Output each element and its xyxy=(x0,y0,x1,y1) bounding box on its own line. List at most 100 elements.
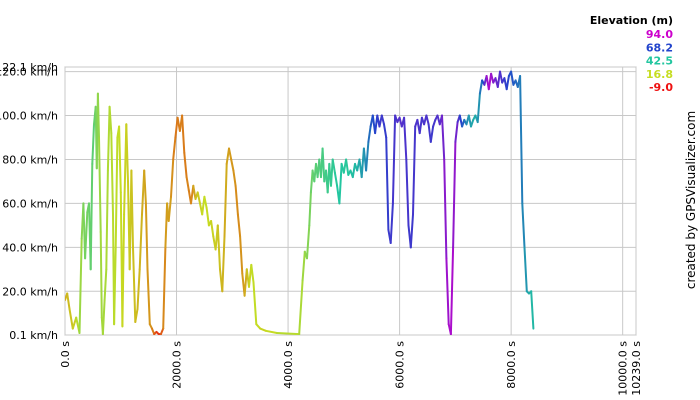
speed-segment xyxy=(389,202,394,244)
speed-segment xyxy=(105,169,109,271)
speed-segment xyxy=(134,307,139,323)
x-tick-label: 2000.0 s xyxy=(171,341,184,389)
speed-segment xyxy=(412,125,417,216)
y-tick-label: 0.1 km/h xyxy=(9,329,58,342)
legend-stop-label: 16.8 xyxy=(646,68,673,81)
y-axis: 0.1 km/h 20.0 km/h 40.0 km/h 60.0 km/h 80.0 … xyxy=(0,61,58,342)
grid-lines xyxy=(64,66,637,336)
speed-segment xyxy=(216,224,221,271)
speed-segment xyxy=(89,162,94,271)
speed-segment xyxy=(499,70,504,84)
speed-segment xyxy=(321,147,326,183)
speed-segment xyxy=(91,123,95,165)
speed-segment xyxy=(132,246,137,323)
speed-segment xyxy=(443,158,448,260)
speed-segment xyxy=(365,140,370,172)
speed-segment xyxy=(121,213,126,328)
x-axis: 0.0 s 2000.0 s 4000.0 s 6000.0 s 8000.0 s 100… xyxy=(59,341,643,396)
speed-segment xyxy=(383,123,388,139)
speed-segment xyxy=(385,136,390,231)
speed-segment xyxy=(333,171,339,187)
speed-segment xyxy=(405,158,410,227)
speed-segment xyxy=(196,191,201,205)
speed-segment xyxy=(380,114,385,126)
speed-segment xyxy=(445,257,450,326)
legend-stop-label: 42.5 xyxy=(646,55,673,68)
speed-segment xyxy=(103,268,108,302)
speed-segment xyxy=(252,281,258,326)
speed-segment xyxy=(351,162,356,179)
speed-segment xyxy=(170,158,175,198)
speed-segment xyxy=(205,206,210,227)
speed-segment xyxy=(230,158,235,172)
elevation-legend: Elevation (m) 94.068.242.516.8-9.0 xyxy=(590,14,673,94)
x-tick-label: 10239.0 s xyxy=(630,341,643,396)
speed-segment xyxy=(478,79,484,95)
speed-segment xyxy=(110,132,114,216)
speed-segment xyxy=(192,184,197,200)
speed-segment xyxy=(181,114,186,154)
y-tick-label: 100.0 km/h xyxy=(0,110,58,123)
speed-segment xyxy=(146,268,151,326)
speed-segment xyxy=(409,213,414,249)
speed-segment xyxy=(429,125,435,143)
speed-segment xyxy=(68,307,74,330)
speed-segment xyxy=(236,213,242,238)
x-tick-label: 8000.0 s xyxy=(505,341,518,389)
speed-segment xyxy=(519,75,524,205)
speed-segment xyxy=(330,158,334,187)
speed-segment xyxy=(172,136,177,161)
speed-segment xyxy=(418,116,423,135)
speed-segment xyxy=(259,327,267,332)
speed-segment xyxy=(98,136,102,233)
speed-segment xyxy=(203,195,208,209)
speed-segment xyxy=(523,246,528,293)
speed-segment xyxy=(78,237,83,334)
legend-stop-label: 68.2 xyxy=(646,41,673,54)
speed-segment xyxy=(125,123,129,183)
speed-segment xyxy=(99,231,103,319)
speed-segment xyxy=(521,202,526,249)
y-tick-label: 40.0 km/h xyxy=(2,241,58,254)
speed-segment xyxy=(391,114,397,205)
speed-segment xyxy=(441,114,446,161)
speed-segment xyxy=(306,224,311,260)
speed-segment xyxy=(66,292,71,310)
x-tick-label: 0.0 s xyxy=(59,341,72,368)
speed-segment xyxy=(331,158,336,174)
speed-segment xyxy=(114,136,119,249)
y-tick-label: 80.0 km/h xyxy=(2,153,58,166)
speed-series xyxy=(65,70,535,335)
speed-segment xyxy=(452,140,457,249)
legend-stop-label: -9.0 xyxy=(649,81,673,94)
speed-segment xyxy=(345,158,350,176)
y-tick-label: 120.0 km/h xyxy=(0,66,58,79)
x-tick-label: 6000.0 s xyxy=(394,341,407,389)
speed-segment xyxy=(510,70,515,86)
speed-segment xyxy=(232,169,237,187)
speed-segment xyxy=(505,75,510,91)
speed-segment xyxy=(221,235,226,293)
speed-segment xyxy=(210,220,215,238)
speed-segment xyxy=(108,105,113,135)
speed-segment xyxy=(301,250,306,282)
speed-segment xyxy=(454,121,459,143)
legend-stops: 94.068.242.516.8-9.0 xyxy=(646,28,673,94)
speed-segment xyxy=(228,147,233,161)
speed-segment xyxy=(432,118,437,128)
speed-segment xyxy=(250,263,255,284)
speed-segment xyxy=(239,235,244,275)
speed-segment xyxy=(118,125,122,194)
speed-segment xyxy=(138,213,143,271)
x-tick-label: 10000.0 s xyxy=(617,341,630,396)
speed-segment xyxy=(298,279,304,335)
y-tick-label: 20.0 km/h xyxy=(2,285,58,298)
speed-segment xyxy=(96,92,100,139)
speed-segment xyxy=(338,162,343,205)
speed-segment xyxy=(101,299,106,335)
x-tick-label: 4000.0 s xyxy=(282,341,295,389)
speed-segment xyxy=(264,329,278,334)
speed-segment xyxy=(223,162,228,238)
speed-segment xyxy=(476,92,481,124)
